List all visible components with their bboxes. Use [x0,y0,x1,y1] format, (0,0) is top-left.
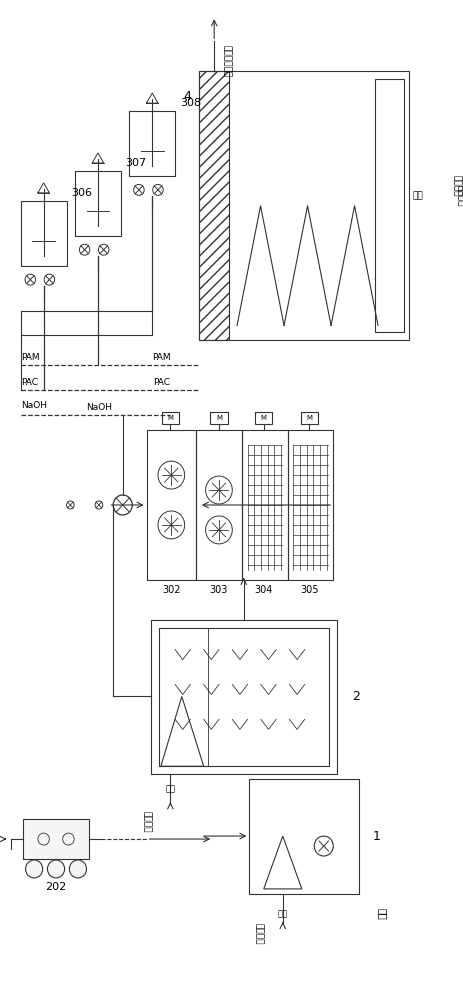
Bar [300,412,317,424]
Text: 污泥: 污泥 [165,785,175,794]
Text: 306: 306 [71,188,92,198]
Bar [146,430,196,580]
Text: NaOH: NaOH [86,403,112,412]
Text: M: M [215,415,221,421]
Text: 303: 303 [209,585,228,595]
Text: 4: 4 [183,90,191,103]
Text: M: M [306,415,312,421]
Text: M: M [167,415,173,421]
Text: 至污泥池: 至污泥池 [450,175,460,197]
Text: 307: 307 [125,158,146,168]
Bar [129,111,175,176]
Bar [287,430,332,580]
Text: M: M [260,415,266,421]
Bar [159,628,329,766]
Text: 污泥: 污泥 [277,909,287,918]
Bar [210,412,227,424]
Text: 305: 305 [300,585,318,595]
Text: 至水解酸化池: 至水解酸化池 [221,45,230,77]
Text: PAC: PAC [21,378,38,387]
Bar [151,620,337,774]
Bar [375,79,403,332]
Text: 1: 1 [371,830,379,843]
Bar [249,779,358,894]
Bar [199,71,229,340]
Text: 至污泥池: 至污泥池 [142,811,151,833]
Text: PAM: PAM [21,353,39,362]
Text: PAM: PAM [151,353,170,362]
Circle shape [25,860,43,878]
Bar [199,71,408,340]
Bar [75,171,120,236]
Bar [23,819,89,859]
Bar [162,412,179,424]
Text: 污泥: 污泥 [412,191,423,200]
Text: 2: 2 [351,690,359,703]
Text: NaOH: NaOH [21,401,47,410]
Text: 304: 304 [254,585,272,595]
Text: PAC: PAC [153,378,170,387]
Bar [196,430,241,580]
Bar [21,201,66,266]
Text: 至污泥池: 至污泥池 [254,923,263,945]
Circle shape [69,860,86,878]
Text: 202: 202 [45,882,67,892]
Text: 308: 308 [180,98,200,108]
Bar [241,430,287,580]
Circle shape [47,860,64,878]
Text: 302: 302 [162,585,180,595]
Bar [255,412,272,424]
Text: 进水: 进水 [377,908,387,920]
Text: 至污泥池: 至污泥池 [456,185,463,207]
